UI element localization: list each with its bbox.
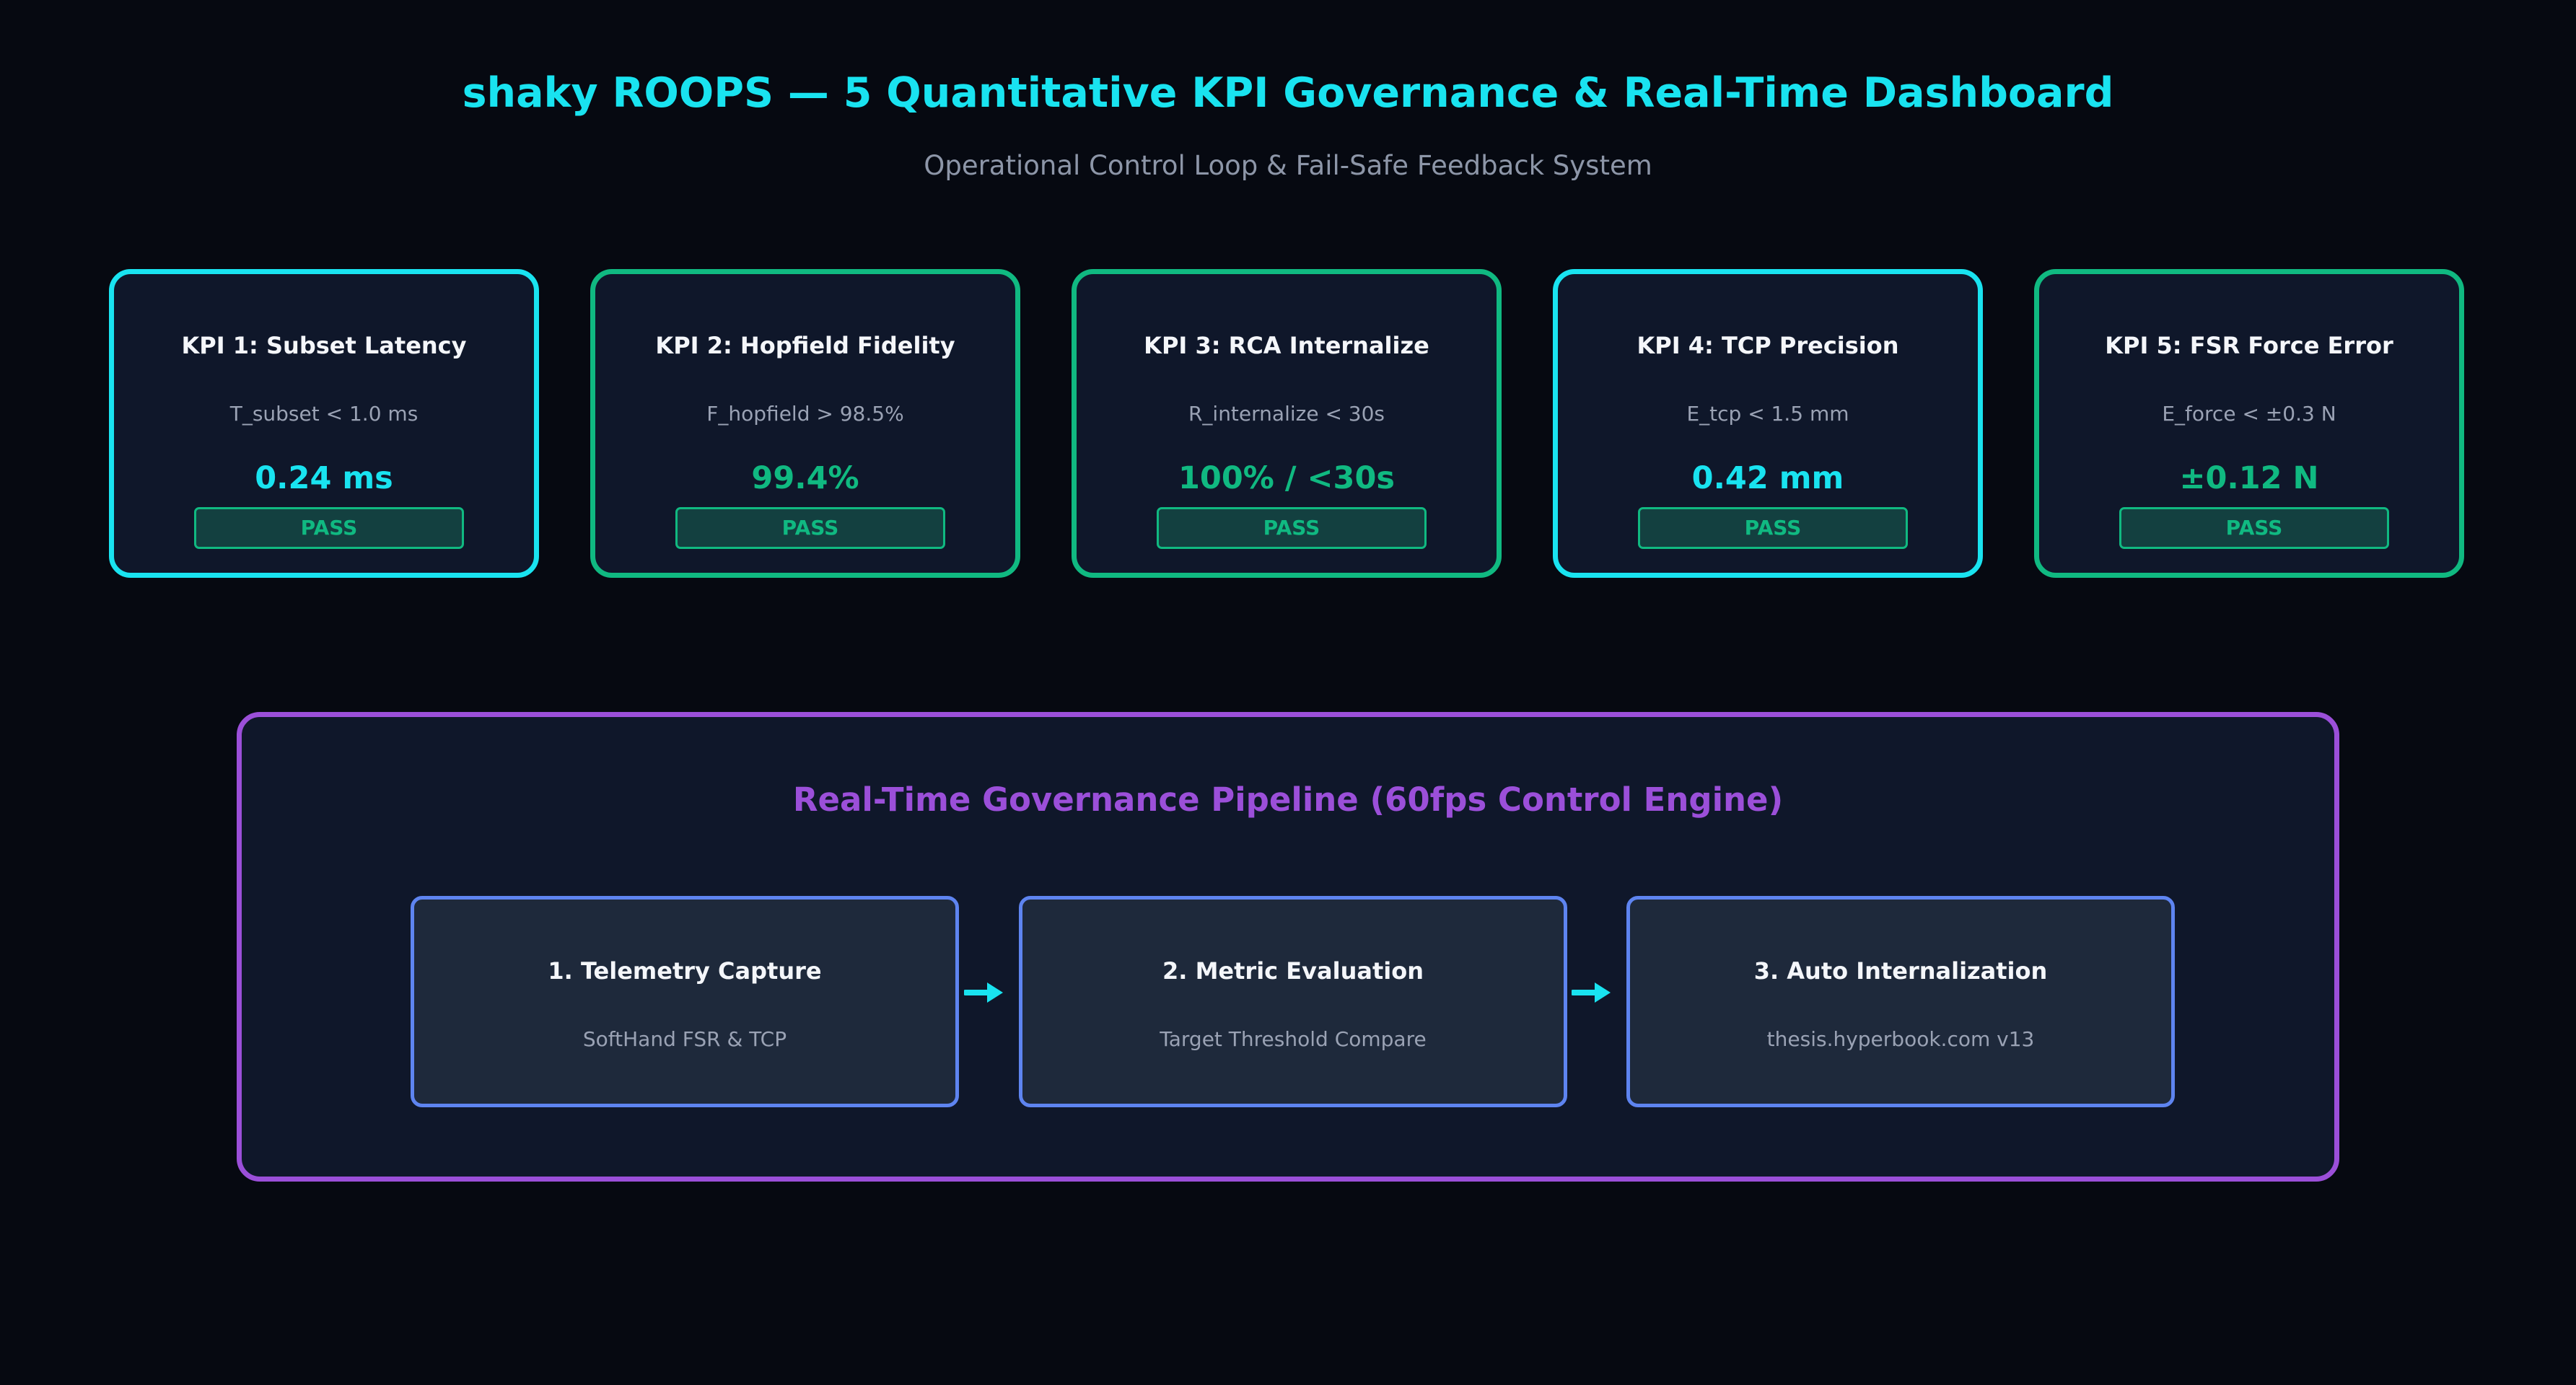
stage-description: thesis.hyperbook.com v13 — [1766, 1027, 2035, 1051]
stage-title: 2. Metric Evaluation — [1162, 957, 1424, 985]
kpi-card-rca-internalize: KPI 3: RCA Internalize R_internalize < 3… — [1072, 269, 1502, 578]
kpi-value: ±0.12 N — [2179, 460, 2319, 496]
kpi-target: E_force < ±0.3 N — [2162, 402, 2336, 426]
kpi-target: R_internalize < 30s — [1188, 402, 1385, 426]
status-badge: PASS — [2119, 507, 2389, 549]
kpi-card-fsr-force-error: KPI 5: FSR Force Error E_force < ±0.3 N … — [2034, 269, 2464, 578]
kpi-target: E_tcp < 1.5 mm — [1686, 402, 1849, 426]
stage-title: 1. Telemetry Capture — [548, 957, 822, 985]
page-title: shaky ROOPS — 5 Quantitative KPI Governa… — [462, 69, 2114, 117]
stage-description: Target Threshold Compare — [1160, 1027, 1427, 1051]
status-badge: PASS — [1157, 507, 1427, 549]
status-badge: PASS — [194, 507, 464, 549]
kpi-value: 100% / <30s — [1178, 460, 1395, 496]
pipeline-stage-metric-evaluation: 2. Metric Evaluation Target Threshold Co… — [1019, 896, 1567, 1107]
arrow-right-icon — [1572, 982, 1611, 1003]
status-badge: PASS — [675, 507, 945, 549]
kpi-title: KPI 5: FSR Force Error — [2105, 332, 2393, 359]
pipeline-stage-telemetry-capture: 1. Telemetry Capture SoftHand FSR & TCP — [411, 896, 959, 1107]
kpi-title: KPI 3: RCA Internalize — [1144, 332, 1429, 359]
stage-description: SoftHand FSR & TCP — [582, 1027, 787, 1051]
kpi-title: KPI 2: Hopfield Fidelity — [655, 332, 955, 359]
kpi-target: T_subset < 1.0 ms — [229, 402, 419, 426]
kpi-card-tcp-precision: KPI 4: TCP Precision E_tcp < 1.5 mm 0.42… — [1553, 269, 1983, 578]
kpi-value: 0.24 ms — [255, 460, 393, 496]
kpi-value: 0.42 mm — [1691, 460, 1844, 496]
stage-title: 3. Auto Internalization — [1753, 957, 2048, 985]
kpi-title: KPI 1: Subset Latency — [181, 332, 467, 359]
pipeline-title: Real-Time Governance Pipeline (60fps Con… — [792, 781, 1784, 819]
kpi-card-subset-latency: KPI 1: Subset Latency T_subset < 1.0 ms … — [109, 269, 539, 578]
kpi-value: 99.4% — [751, 460, 859, 496]
kpi-title: KPI 4: TCP Precision — [1637, 332, 1899, 359]
page-subtitle: Operational Control Loop & Fail-Safe Fee… — [924, 150, 1652, 181]
governance-pipeline-panel: Real-Time Governance Pipeline (60fps Con… — [237, 712, 2339, 1182]
status-badge: PASS — [1638, 507, 1908, 549]
pipeline-stage-auto-internalization: 3. Auto Internalization thesis.hyperbook… — [1626, 896, 2175, 1107]
kpi-target: F_hopfield > 98.5% — [706, 402, 904, 426]
arrow-right-icon — [964, 982, 1003, 1003]
kpi-card-hopfield-fidelity: KPI 2: Hopfield Fidelity F_hopfield > 98… — [590, 269, 1020, 578]
